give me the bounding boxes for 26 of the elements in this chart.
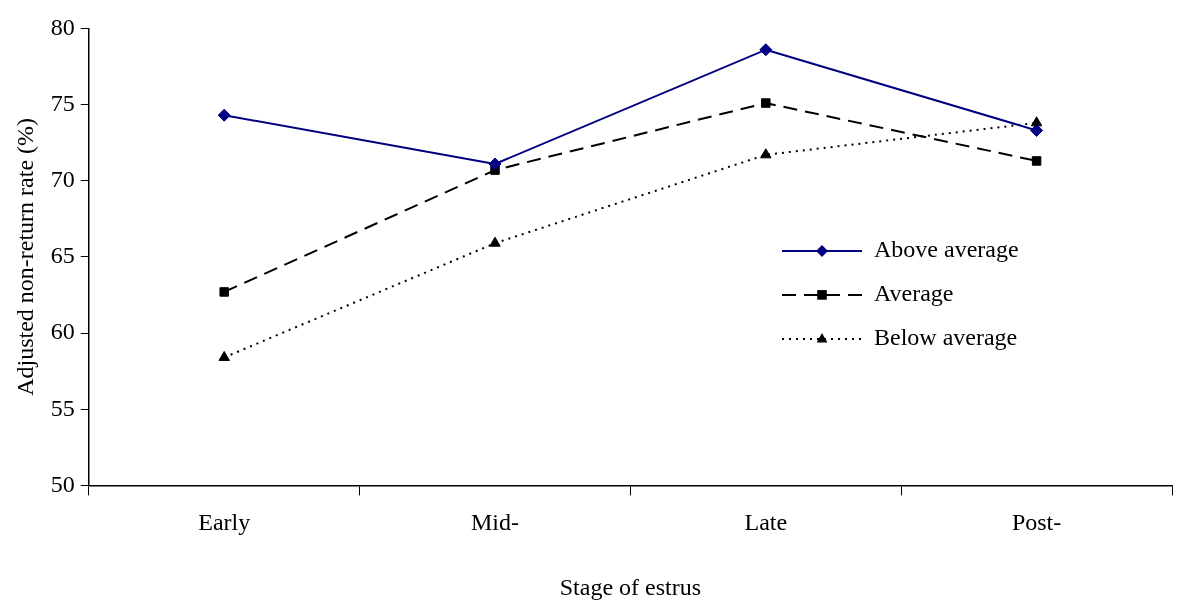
point	[1031, 156, 1042, 166]
y-tick-label: 55	[50, 394, 75, 421]
y-tick-label: 60	[50, 318, 75, 345]
point	[488, 157, 502, 171]
legend-label: Average	[874, 280, 954, 307]
y-tick-label: 80	[50, 13, 75, 40]
x-tick-label: Post-	[1011, 509, 1062, 536]
y-tick-label: 65	[50, 242, 75, 269]
point	[217, 108, 231, 122]
point	[489, 236, 501, 247]
point	[1030, 123, 1044, 137]
point	[761, 98, 771, 108]
y-tick-label: 50	[50, 470, 75, 497]
y-tick-label: 70	[50, 166, 75, 193]
point	[759, 43, 773, 57]
point	[219, 287, 229, 297]
legend-label: Below average	[874, 324, 1018, 351]
point	[218, 350, 230, 361]
y-axis-title: Adjusted non-return rate (%)	[11, 117, 38, 396]
x-axis-title: Stage of estrus	[559, 573, 702, 600]
x-tick-label: Late	[744, 509, 788, 536]
x-tick-label: Early	[198, 509, 251, 536]
point	[760, 148, 772, 159]
x-tick-label: Mid-	[471, 509, 520, 536]
y-tick-label: 75	[50, 89, 75, 116]
legend-label: Above average	[874, 236, 1019, 263]
